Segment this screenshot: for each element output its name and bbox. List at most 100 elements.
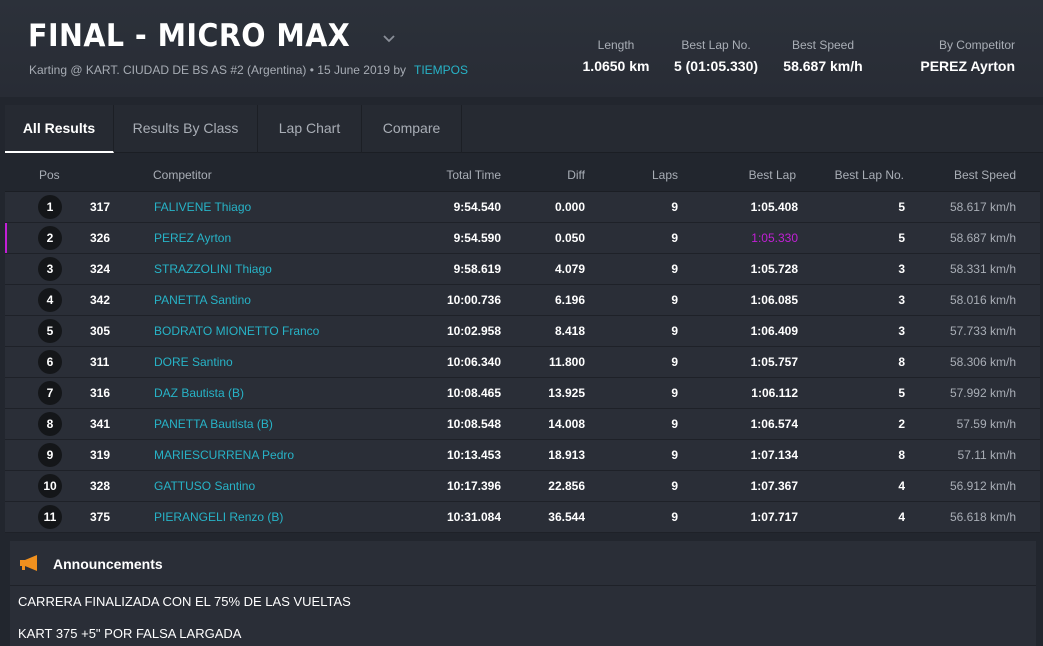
laps-count: 9 (671, 510, 678, 524)
position-badge: 2 (38, 226, 62, 250)
best-lap: 1:06.574 (750, 417, 798, 431)
organizer-link[interactable]: TIEMPOS (414, 63, 469, 77)
position-badge: 4 (38, 288, 62, 312)
table-row[interactable]: 7 316 DAZ Bautista (B) 10:08.465 13.925 9 1:06… (5, 378, 1040, 409)
header-competitor[interactable]: Competitor (153, 168, 212, 182)
announcement-item: KART 375 +5" POR FALSA LARGADA (18, 626, 242, 641)
results-tabs: All Results Results By Class Lap Chart C… (5, 105, 1043, 153)
tab-lap-chart[interactable]: Lap Chart (258, 105, 362, 153)
stat-best-lap-no: Best Lap No. 5 (01:05.330) (664, 38, 768, 74)
best-lap: 1:07.367 (750, 479, 798, 493)
stat-best-lap-no-value: 5 (01:05.330) (673, 58, 759, 74)
header-best-lap-no[interactable]: Best Lap No. (834, 168, 904, 182)
diff-value: 4.079 (554, 262, 585, 276)
table-row[interactable]: 5 305 BODRATO MIONETTO Franco 10:02.958 8.41… (5, 316, 1040, 347)
best-lap: 1:05.330 (751, 231, 798, 245)
best-lap-number: 3 (898, 262, 905, 276)
subtitle-text: Karting @ KART. CIUDAD DE BS AS #2 (Arge… (29, 63, 407, 77)
header-total-time[interactable]: Total Time (446, 168, 501, 182)
best-speed: 57.11 km/h (957, 448, 1016, 462)
title-row[interactable]: FINAL - MICRO MAX (28, 18, 398, 54)
diff-value: 14.008 (548, 417, 585, 431)
total-time: 10:02.958 (446, 324, 501, 338)
header-pos[interactable]: Pos (39, 168, 60, 182)
competitor-name-link[interactable]: DORE Santino (154, 355, 233, 369)
best-lap: 1:06.409 (750, 324, 798, 338)
laps-count: 9 (671, 386, 678, 400)
table-row[interactable]: 8 341 PANETTA Bautista (B) 10:08.548 14.008 9… (5, 409, 1040, 440)
laps-count: 9 (671, 200, 678, 214)
diff-value: 8.418 (554, 324, 585, 338)
stat-length: Length 1.0650 km (564, 38, 668, 74)
header-best-speed[interactable]: Best Speed (953, 168, 1016, 182)
laps-count: 9 (671, 355, 678, 369)
total-time: 10:08.548 (446, 417, 501, 431)
position-badge: 9 (38, 443, 62, 467)
table-row[interactable]: 1 317 FALIVENE Thiago 9:54.540 0.000 9 1:05.40… (5, 192, 1040, 223)
competitor-name-link[interactable]: PANETTA Bautista (B) (154, 417, 273, 431)
best-lap: 1:06.112 (751, 386, 798, 400)
total-time: 9:54.540 (453, 200, 501, 214)
tab-all-results[interactable]: All Results (5, 105, 114, 153)
best-lap-number: 5 (898, 386, 905, 400)
best-lap: 1:07.134 (750, 448, 798, 462)
competitor-name-link[interactable]: PANETTA Santino (154, 293, 251, 307)
table-row[interactable]: 9 319 MARIESCURRENA Pedro 10:13.453 18.913 9 1… (5, 440, 1040, 471)
best-lap-number: 2 (898, 417, 905, 431)
table-row[interactable]: 3 324 STRAZZOLINI Thiago 9:58.619 4.079 9 1:05… (5, 254, 1040, 285)
competitor-name-link[interactable]: BODRATO MIONETTO Franco (154, 324, 320, 338)
diff-value: 22.856 (548, 479, 585, 493)
kart-number: 305 (90, 324, 111, 338)
competitor-name-link[interactable]: PIERANGELI Renzo (B) (154, 510, 284, 524)
best-speed: 56.618 km/h (949, 510, 1016, 524)
kart-number: 324 (90, 262, 111, 276)
best-speed: 58.016 km/h (949, 293, 1016, 307)
tab-results-by-class[interactable]: Results By Class (114, 105, 258, 153)
total-time: 10:31.084 (446, 510, 501, 524)
competitor-name-link[interactable]: STRAZZOLINI Thiago (154, 262, 272, 276)
kart-number: 328 (90, 479, 111, 493)
table-body: 1 317 FALIVENE Thiago 9:54.540 0.000 9 1:05.40… (5, 192, 1040, 533)
total-time: 10:08.465 (446, 386, 501, 400)
total-time: 9:58.619 (453, 262, 501, 276)
kart-number: 316 (90, 386, 111, 400)
diff-value: 0.050 (554, 231, 585, 245)
stat-best-speed-value: 58.687 km/h (783, 58, 863, 74)
laps-count: 9 (671, 231, 678, 245)
position-badge: 8 (38, 412, 62, 436)
competitor-name-link[interactable]: FALIVENE Thiago (154, 200, 252, 214)
stat-length-label: Length (597, 38, 635, 52)
session-title[interactable]: FINAL - MICRO MAX (28, 18, 351, 54)
tab-compare[interactable]: Compare (362, 105, 462, 153)
total-time: 10:00.736 (446, 293, 501, 307)
best-lap-number: 4 (898, 479, 905, 493)
header-best-lap[interactable]: Best Lap (748, 168, 796, 182)
best-lap: 1:07.717 (750, 510, 798, 524)
best-lap-number: 8 (898, 355, 905, 369)
diff-value: 0.000 (554, 200, 585, 214)
competitor-name-link[interactable]: DAZ Bautista (B) (154, 386, 245, 400)
competitor-name-link[interactable]: PEREZ Ayrton (154, 231, 232, 245)
kart-number: 317 (90, 200, 111, 214)
table-row[interactable]: 10 328 GATTUSO Santino 10:17.396 22.856 9 1:07… (5, 471, 1040, 502)
table-row[interactable]: 6 311 DORE Santino 10:06.340 11.800 9 1:05.757… (5, 347, 1040, 378)
competitor-name-link[interactable]: GATTUSO Santino (154, 479, 256, 493)
laps-count: 9 (671, 417, 678, 431)
table-header: Pos Competitor Total Time Diff Laps Best… (5, 159, 1040, 192)
stat-by-competitor-label: By Competitor (938, 38, 1015, 52)
position-badge: 3 (38, 257, 62, 281)
header-diff[interactable]: Diff (567, 168, 585, 182)
competitor-name-link[interactable]: MARIESCURRENA Pedro (154, 448, 295, 462)
laps-count: 9 (671, 324, 678, 338)
best-speed: 58.687 km/h (949, 231, 1016, 245)
best-lap-number: 5 (898, 231, 905, 245)
table-row[interactable]: 2 326 PEREZ Ayrton 9:54.590 0.050 9 1:05.330 5 5… (5, 223, 1040, 254)
best-speed: 58.331 km/h (949, 262, 1016, 276)
header-laps[interactable]: Laps (651, 168, 678, 182)
announcements-title: Announcements (53, 556, 163, 572)
megaphone-icon (19, 555, 41, 571)
table-row[interactable]: 11 375 PIERANGELI Renzo (B) 10:31.084 36.544… (5, 502, 1040, 533)
kart-number: 341 (90, 417, 111, 431)
chevron-down-icon[interactable] (380, 29, 398, 47)
table-row[interactable]: 4 342 PANETTA Santino 10:00.736 6.196 9 1:06.0… (5, 285, 1040, 316)
